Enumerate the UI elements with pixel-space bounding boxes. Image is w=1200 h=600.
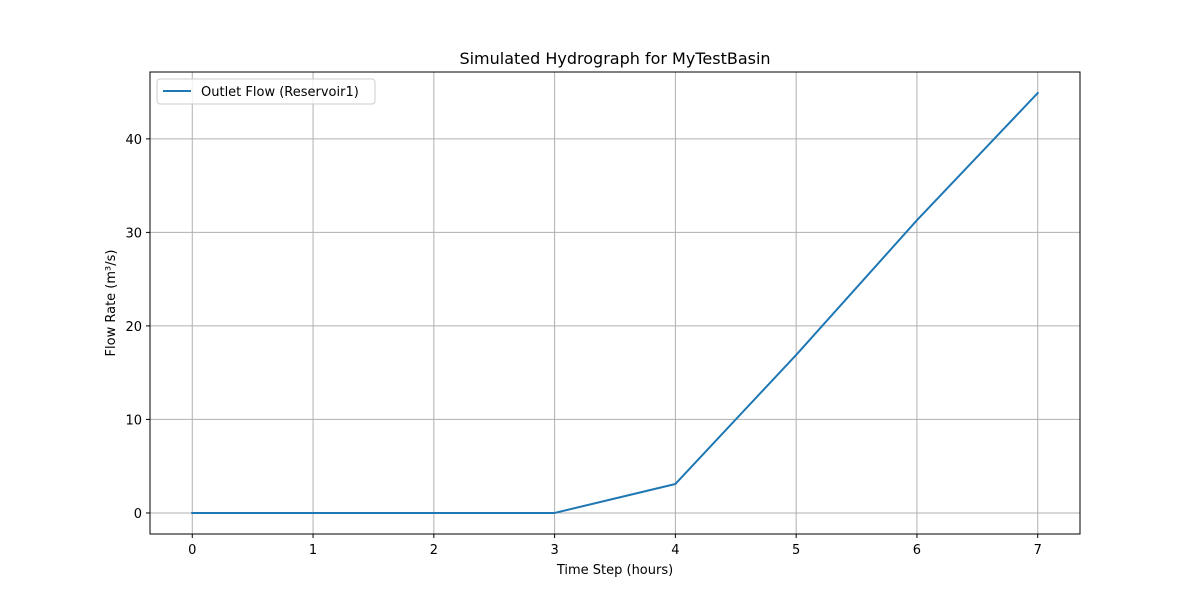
x-tick-label: 5 [792, 543, 800, 558]
y-tick-label: 40 [125, 133, 142, 148]
x-axis-ticks: 0 1 2 3 4 5 6 7 [188, 534, 1042, 558]
series-line [191, 91, 1040, 514]
y-axis-label: Flow Rate (m³/s) [104, 250, 119, 357]
series-layer [191, 91, 1040, 514]
y-tick-label: 0 [134, 507, 142, 522]
plot-frame [149, 71, 1081, 535]
x-tick-label: 0 [188, 543, 196, 558]
legend-box [156, 78, 376, 105]
grid [150, 72, 1080, 534]
x-tick-label: 2 [430, 543, 438, 558]
x-tick-label: 1 [309, 543, 317, 558]
x-tick-label: 7 [1034, 543, 1042, 558]
x-tick-label: 4 [671, 543, 679, 558]
y-axis-ticks: 0 10 20 30 40 [125, 133, 150, 522]
y-tick-label: 30 [125, 226, 142, 241]
x-tick-label: 3 [550, 543, 558, 558]
y-tick-label: 20 [125, 320, 142, 335]
chart-title: Simulated Hydrograph for MyTestBasin [459, 49, 770, 68]
y-tick-label: 10 [125, 413, 142, 428]
x-tick-label: 6 [913, 543, 921, 558]
legend-label: Outlet Flow (Reservoir1) [201, 85, 359, 100]
legend: Outlet Flow (Reservoir1) [156, 78, 376, 105]
x-axis-label: Time Step (hours) [556, 563, 673, 578]
